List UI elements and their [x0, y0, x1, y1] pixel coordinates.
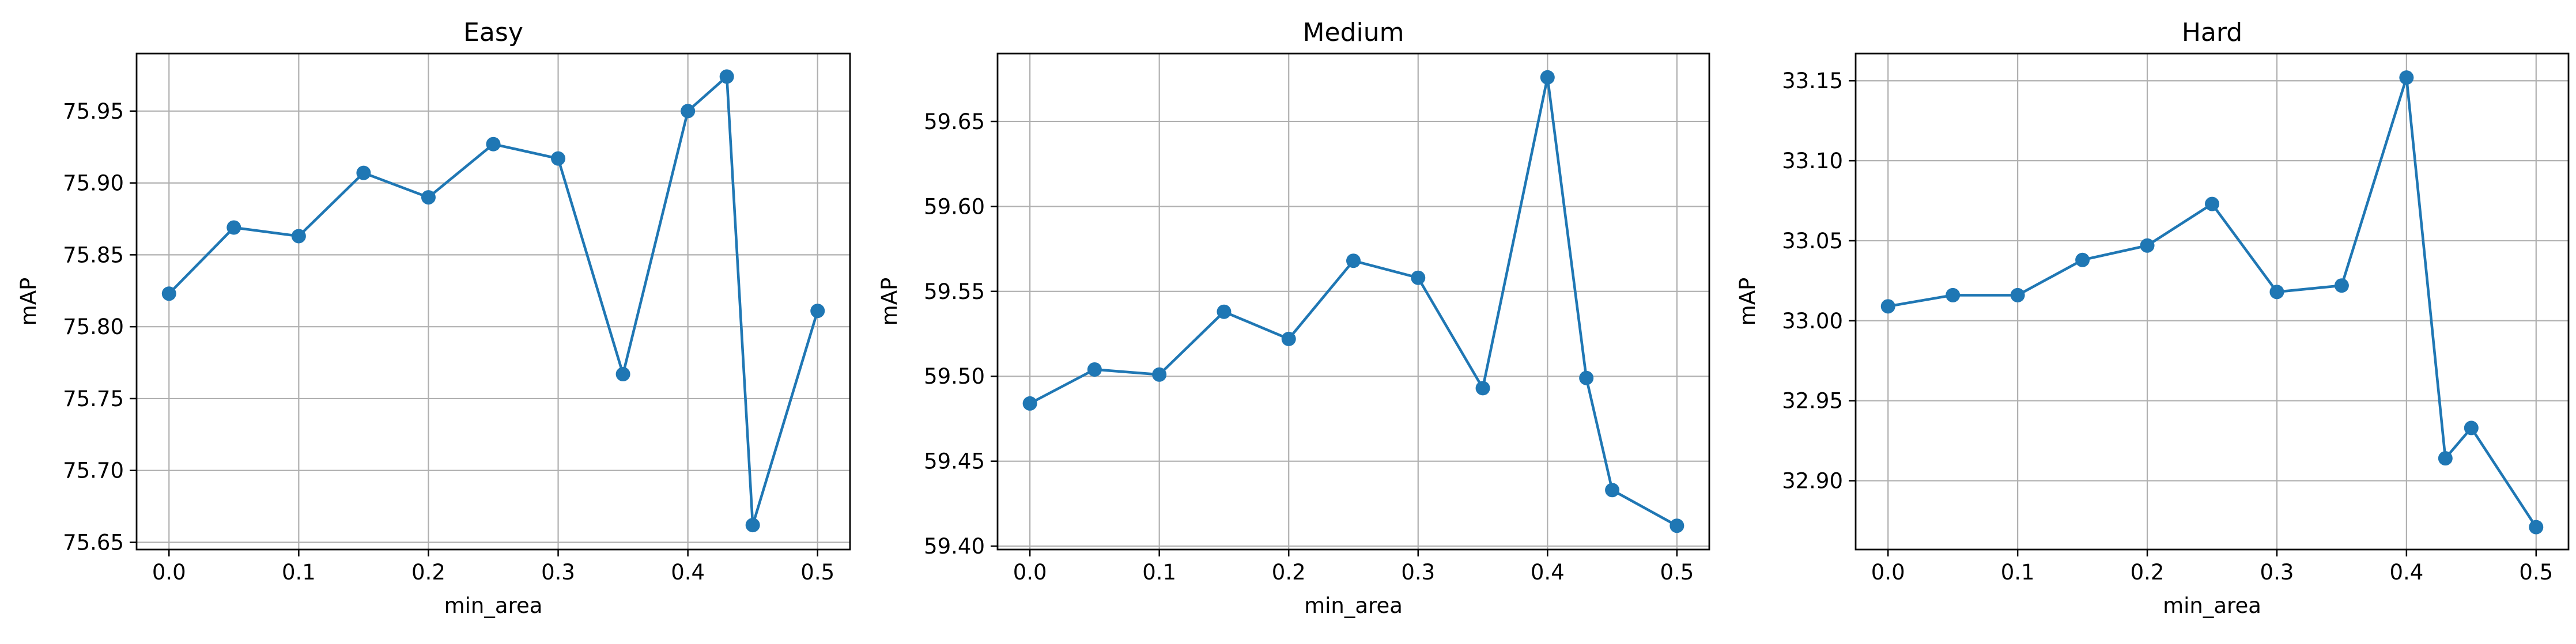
x-tick-label: 0.0: [1013, 560, 1047, 585]
x-tick-label: 0.2: [1272, 560, 1306, 585]
data-point: [161, 286, 176, 301]
x-tick-label: 0.5: [2519, 560, 2553, 585]
data-point: [1087, 362, 1102, 377]
y-axis-label: mAP: [877, 278, 902, 326]
data-point: [1022, 396, 1037, 411]
y-tick-label: 32.95: [1782, 389, 1843, 414]
axes-frame: [135, 52, 851, 551]
subplot-title: Hard: [2182, 18, 2242, 47]
data-point: [681, 104, 696, 119]
data-point: [1880, 299, 1895, 314]
y-tick-label: 59.45: [924, 449, 985, 474]
y-tick-label: 75.90: [63, 171, 124, 196]
y-tick-label: 75.65: [63, 531, 124, 555]
x-tick-label: 0.5: [800, 560, 834, 585]
data-point: [486, 137, 501, 151]
data-point: [2140, 238, 2155, 253]
data-point: [2334, 278, 2349, 293]
data-point: [810, 304, 825, 319]
y-tick-label: 33.05: [1782, 229, 1843, 253]
data-point: [615, 367, 630, 382]
series-line: [167, 75, 819, 526]
x-tick-label: 0.4: [671, 560, 705, 585]
axes-frame: [996, 52, 1710, 551]
data-point: [1579, 370, 1594, 385]
x-tick-label: 0.5: [1660, 560, 1694, 585]
data-point: [1605, 483, 1620, 498]
subplot-title: Easy: [463, 18, 523, 47]
y-axis-label: mAP: [16, 278, 41, 326]
x-axis-label: min_area: [1304, 593, 1403, 618]
series-line: [1028, 76, 1679, 528]
x-tick-label: 0.4: [1531, 560, 1565, 585]
subplot-easy: 0.0 0.1 0.2 0.3 0.4 0.5 75.65 75.70 75.75 75.80 75…: [16, 18, 851, 618]
axes-frame: [1854, 52, 2570, 551]
data-point: [2075, 252, 2090, 267]
x-axis-label: min_area: [444, 593, 543, 618]
data-point: [291, 229, 306, 244]
y-tick-label: 59.40: [924, 534, 985, 559]
data-point: [356, 165, 371, 180]
y-tick-label: 75.85: [63, 243, 124, 267]
y-tick-label: 75.70: [63, 459, 124, 483]
data-point: [1152, 367, 1167, 382]
y-tick-label: 59.55: [924, 279, 985, 304]
data-point: [1540, 70, 1555, 85]
data-point: [2529, 520, 2544, 535]
x-tick-label: 0.3: [2260, 560, 2294, 585]
x-tick-label: 0.0: [152, 560, 186, 585]
y-axis-label: mAP: [1735, 278, 1760, 326]
data-point: [2269, 285, 2284, 300]
x-tick-label: 0.1: [282, 560, 316, 585]
x-tick-label: 0.1: [1142, 560, 1176, 585]
data-point: [2205, 196, 2219, 211]
subplot-title: Medium: [1303, 18, 1404, 47]
y-tick-label: 59.65: [924, 109, 985, 134]
data-point: [226, 220, 241, 235]
y-tick-label: 59.60: [924, 194, 985, 219]
x-tick-label: 0.2: [411, 560, 445, 585]
y-tick-label: 33.00: [1782, 309, 1843, 334]
data-point: [1411, 270, 1426, 285]
x-axis-label: min_area: [2163, 593, 2261, 618]
y-tick-label: 75.75: [63, 387, 124, 411]
y-tick-label: 75.80: [63, 315, 124, 339]
x-tick-label: 0.4: [2389, 560, 2423, 585]
x-tick-label: 0.3: [541, 560, 575, 585]
x-tick-label: 0.2: [2131, 560, 2165, 585]
data-point: [745, 518, 760, 533]
x-tick-label: 0.3: [1401, 560, 1435, 585]
data-point: [1475, 381, 1490, 396]
data-point: [1670, 518, 1684, 533]
y-tick-label: 33.10: [1782, 149, 1843, 173]
y-tick-label: 59.50: [924, 364, 985, 389]
data-point: [2464, 421, 2479, 435]
subplot-hard: 0.0 0.1 0.2 0.3 0.4 0.5 32.90 32.95 33.00 33.05 33…: [1735, 18, 2570, 618]
y-tick-label: 32.90: [1782, 469, 1843, 494]
x-tick-label: 0.0: [1871, 560, 1905, 585]
data-point: [421, 190, 436, 205]
data-point: [551, 151, 566, 166]
data-point: [2010, 287, 2025, 302]
data-point: [2399, 70, 2414, 85]
data-point: [719, 69, 734, 84]
data-point: [1281, 331, 1296, 346]
data-point: [2438, 451, 2453, 466]
data-point: [1946, 287, 1961, 302]
y-tick-label: 75.95: [63, 99, 124, 124]
x-tick-label: 0.1: [2001, 560, 2035, 585]
data-point: [1346, 253, 1361, 268]
subplot-medium: 0.0 0.1 0.2 0.3 0.4 0.5 59.40 59.45 59.50 59.55 59…: [877, 18, 1710, 618]
y-tick-label: 33.15: [1782, 69, 1843, 93]
data-point: [1217, 304, 1232, 319]
